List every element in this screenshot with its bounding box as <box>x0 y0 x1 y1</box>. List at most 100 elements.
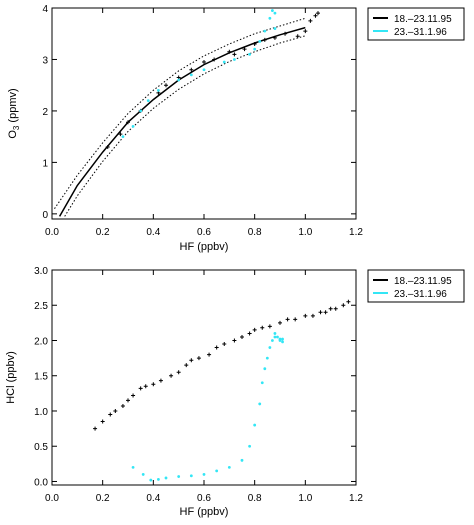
data-point-series-1 <box>151 382 156 387</box>
fit-curve <box>58 26 306 217</box>
data-point-series-2 <box>157 477 160 481</box>
legend: 18.–23.11.95 23.–31.1.96 <box>367 269 465 303</box>
data-point-series-1 <box>126 398 130 403</box>
data-point-series-1 <box>252 327 257 332</box>
data-point-series-2 <box>177 78 181 82</box>
data-point-series-1 <box>138 386 143 391</box>
data-point-series-1 <box>295 34 300 39</box>
data-point-series-1 <box>293 317 298 322</box>
data-point-series-2 <box>271 339 274 342</box>
data-point-series-1 <box>310 313 315 318</box>
y-tick-label: 0.5 <box>34 442 48 453</box>
data-point-series-2 <box>240 458 244 462</box>
data-point-series-2 <box>189 474 193 478</box>
data-point-series-2 <box>273 332 277 335</box>
x-tick-label: 0.4 <box>146 493 160 504</box>
data-point-series-1 <box>283 31 288 36</box>
data-point-series-2 <box>253 423 257 427</box>
y-tick-label: 0.0 <box>34 477 48 488</box>
y-tick-label: 0 <box>42 210 48 221</box>
data-point-series-2 <box>253 47 257 51</box>
data-point-series-1 <box>318 310 323 315</box>
y-tick-label: 2 <box>42 107 48 118</box>
data-point-series-1 <box>262 37 267 42</box>
x-tick-label: 1.2 <box>349 227 363 238</box>
y-axis-label: O3 (ppmv) <box>7 88 21 138</box>
data-point-series-1 <box>196 356 201 361</box>
x-axis-label: HF (ppbv) <box>180 506 229 518</box>
data-point-series-1 <box>260 325 265 330</box>
data-point-series-1 <box>313 13 318 18</box>
legend: 18.–23.11.95 23.–31.1.96 <box>367 7 465 41</box>
data-point-series-2 <box>248 52 252 56</box>
data-point-series-1 <box>232 338 237 343</box>
data-point-series-2 <box>263 367 267 371</box>
data-point-series-2 <box>131 465 135 469</box>
y-tick-label: 3 <box>42 55 48 66</box>
data-point-series-1 <box>285 317 290 322</box>
data-point-series-2 <box>227 465 231 469</box>
data-point-series-1 <box>222 342 227 347</box>
y-axis-label-main: HCl (ppbv) <box>5 351 17 404</box>
data-point-series-2 <box>139 109 143 113</box>
plot-frame <box>51 7 357 220</box>
axes-ticks: 0.0 0.2 0.4 0.6 0.8 1.0 1.2 0 1 2 3 4 <box>42 4 363 238</box>
x-tick-label: 0.8 <box>248 493 262 504</box>
x-tick-label: 0.2 <box>96 227 110 238</box>
data-point-series-1 <box>214 345 219 350</box>
data-point-series-1 <box>346 299 351 304</box>
data-point-series-1 <box>164 83 168 88</box>
data-point-series-1 <box>308 18 313 23</box>
data-point-series-2 <box>268 346 272 349</box>
data-point-series-2 <box>121 135 125 139</box>
data-point-series-1 <box>202 60 206 65</box>
x-tick-label: 0.4 <box>146 227 160 238</box>
data-point-series-1 <box>247 331 252 336</box>
data-point-series-1 <box>207 352 212 357</box>
y-tick-label: 3.0 <box>34 266 48 277</box>
data-point-series-1 <box>143 384 148 389</box>
y-axis-label-unit: (ppmv) <box>7 88 19 125</box>
data-point-series-2 <box>260 381 264 385</box>
legend-label-series-2: 23.–31.1.96 <box>394 27 447 38</box>
data-point-series-1 <box>189 67 194 72</box>
data-point-series-2 <box>131 124 135 128</box>
data-point-series-1 <box>303 29 308 34</box>
y-tick-label: 1 <box>42 158 48 169</box>
data-point-series-1 <box>328 306 333 311</box>
data-point-series-1 <box>100 419 105 424</box>
legend-label-series-2: 23.–31.1.96 <box>394 289 447 300</box>
data-point-series-2 <box>258 40 262 43</box>
y-axis-label-main: O <box>7 130 19 139</box>
x-tick-label: 0.6 <box>197 227 211 238</box>
legend-box <box>367 269 465 303</box>
data-point-series-2 <box>276 335 279 339</box>
x-tick-label: 1.2 <box>349 493 363 504</box>
data-point-series-1 <box>93 426 98 431</box>
data-point-series-1 <box>341 303 346 308</box>
data-point-series-2 <box>189 73 193 77</box>
y-tick-label: 4 <box>42 4 48 15</box>
data-point-series-2 <box>164 476 168 480</box>
x-axis-label: HF (ppbv) <box>180 241 229 253</box>
upper-bound-curve <box>54 17 306 209</box>
x-tick-label: 0.2 <box>96 493 110 504</box>
data-point-series-2 <box>141 473 145 476</box>
axes-ticks: 0.0 0.2 0.4 0.6 0.8 1.0 1.2 0.0 0.5 1.0 1.5 2.0 2.5 3… <box>34 266 363 504</box>
data-point-series-1 <box>316 11 320 16</box>
data-point-series-1 <box>158 378 163 383</box>
data-point-series-2 <box>281 340 284 344</box>
data-point-series-1 <box>240 334 244 339</box>
x-tick-label: 0.0 <box>45 493 59 504</box>
data-points <box>105 9 320 149</box>
data-point-series-2 <box>248 444 252 448</box>
data-points <box>93 299 351 482</box>
data-point-series-1 <box>267 324 272 329</box>
x-tick-label: 1.0 <box>298 493 312 504</box>
data-point-series-2 <box>202 473 206 476</box>
data-point-series-1 <box>113 408 118 413</box>
x-tick-label: 0.0 <box>45 227 59 238</box>
data-point-series-2 <box>146 99 150 103</box>
data-point-series-2 <box>278 339 282 342</box>
